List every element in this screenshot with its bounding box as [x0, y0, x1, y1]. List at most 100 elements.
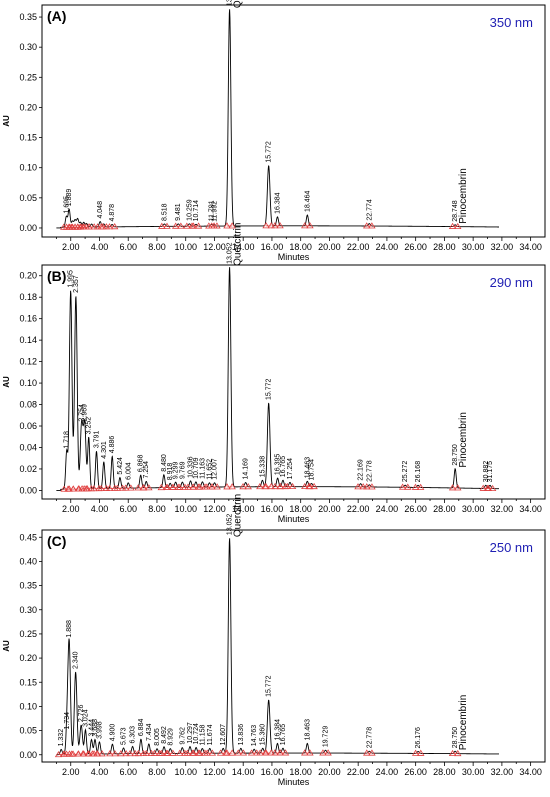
peak-rt-label: 26.168 — [415, 461, 422, 483]
peak-rt-label: 3.998 — [96, 721, 103, 739]
peak-marker — [105, 223, 114, 230]
peak-marker — [228, 483, 236, 490]
peak-rt-label: 3.444 — [88, 719, 95, 737]
x-axis-title: Minutes — [278, 777, 310, 787]
peak-rt-label: 8.005 — [154, 728, 161, 746]
x-tick-label: 20.00 — [318, 504, 341, 514]
y-tick-label: 0.10 — [19, 701, 37, 711]
peak-marker — [448, 222, 457, 229]
y-tick-label: 0.00 — [19, 750, 37, 760]
peak-marker — [171, 222, 180, 229]
chromatogram-trace — [56, 538, 500, 756]
x-tick-label: 22.00 — [347, 242, 370, 252]
peak-marker — [189, 222, 198, 229]
peak-rt-label: 9.769 — [179, 461, 186, 479]
peak-rt-label: 9.762 — [179, 727, 186, 745]
peak-rt-label: 6.004 — [125, 462, 132, 480]
peak-rt-label: 16.765 — [280, 456, 287, 478]
peak-rt-label: 2.754 — [79, 404, 86, 422]
peak-marker — [134, 749, 143, 757]
peak-rt-label: 9.299 — [173, 461, 180, 479]
peak-rt-label: 12.607 — [220, 724, 227, 746]
peak-rt-label: 8.480 — [161, 454, 168, 472]
peak-rt-label: 25.272 — [402, 461, 409, 483]
peak-rt-label: 6.303 — [130, 726, 137, 744]
peak-rt-label: 1.888 — [66, 620, 73, 638]
peak-marker — [139, 484, 148, 491]
peak-marker — [98, 750, 106, 757]
compound-label: Pinocembrin — [458, 695, 469, 751]
peak-rt-label: 16.384 — [274, 719, 281, 741]
peak-marker — [158, 222, 166, 229]
peak-rt-label: 15.338 — [259, 456, 266, 478]
x-tick-label: 6.00 — [119, 504, 137, 514]
x-tick-label: 16.00 — [261, 242, 284, 252]
y-axis-title: AU — [2, 115, 11, 127]
compound-label: Quercitrin — [233, 223, 244, 266]
peak-rt-label: 14.763 — [251, 725, 258, 747]
peak-marker — [239, 749, 248, 756]
peak-marker — [54, 750, 63, 758]
peak-rt-label: 11.674 — [207, 724, 214, 745]
peak-marker — [368, 483, 376, 490]
peak-marker — [256, 749, 264, 756]
x-tick-label: 20.00 — [318, 242, 341, 252]
peak-marker — [216, 749, 225, 756]
peak-marker — [194, 222, 203, 229]
peak-rt-label: 7.254 — [143, 461, 150, 479]
x-tick-label: 28.00 — [433, 767, 456, 777]
peak-rt-label: 1.695 — [63, 196, 70, 214]
wavelength-label: 350 nm — [490, 15, 533, 30]
peak-marker — [208, 222, 216, 229]
y-tick-label: 0.18 — [19, 292, 37, 302]
peak-marker — [416, 483, 425, 490]
y-tick-label: 0.08 — [19, 400, 37, 410]
peak-rt-label: 7.434 — [146, 723, 153, 741]
x-tick-label: 34.00 — [519, 767, 542, 777]
x-tick-label: 12.00 — [203, 504, 226, 514]
peak-rt-label: 4.886 — [109, 436, 116, 454]
x-tick-label: 2.00 — [62, 767, 80, 777]
peak-rt-label: 5.673 — [121, 727, 128, 745]
peak-marker — [301, 482, 309, 490]
y-tick-label: 0.02 — [19, 464, 37, 474]
peak-marker — [267, 222, 275, 229]
peak-marker — [262, 222, 270, 229]
peak-marker — [256, 482, 264, 490]
peak-marker — [164, 749, 172, 756]
x-tick-label: 26.00 — [404, 504, 427, 514]
peak-marker — [117, 750, 125, 757]
y-tick-label: 0.20 — [19, 271, 37, 281]
peak-marker — [105, 484, 114, 491]
peak-marker — [276, 482, 285, 490]
y-tick-label: 0.16 — [19, 314, 37, 324]
peak-rt-label: 5.424 — [117, 457, 124, 475]
chromatogram-trace — [56, 9, 500, 229]
peak-marker — [189, 749, 198, 756]
x-tick-label: 12.00 — [203, 242, 226, 252]
peak-marker — [306, 749, 314, 756]
panel-label: (A) — [47, 8, 66, 24]
peak-marker — [359, 483, 367, 490]
x-axis-title: Minutes — [278, 252, 310, 262]
peak-rt-label: 8.929 — [167, 728, 174, 746]
y-tick-label: 0.35 — [19, 12, 37, 22]
peak-marker — [142, 749, 150, 757]
peak-marker — [111, 750, 119, 757]
panel-label: (B) — [47, 268, 66, 284]
peak-marker — [363, 749, 371, 756]
x-tick-label: 10.00 — [174, 242, 197, 252]
x-tick-label: 32.00 — [491, 767, 514, 777]
peak-marker — [163, 222, 171, 229]
compound-label: Quercitrin — [233, 494, 244, 537]
peak-rt-label: 12.007 — [212, 458, 219, 480]
peak-marker — [363, 483, 371, 490]
peak-marker — [183, 222, 191, 229]
peak-marker — [301, 749, 309, 756]
peak-marker — [113, 484, 122, 491]
peak-marker — [69, 750, 77, 757]
peak-marker — [262, 749, 270, 756]
peak-marker — [262, 482, 270, 490]
peak-marker — [234, 749, 242, 756]
x-tick-label: 8.00 — [148, 242, 166, 252]
